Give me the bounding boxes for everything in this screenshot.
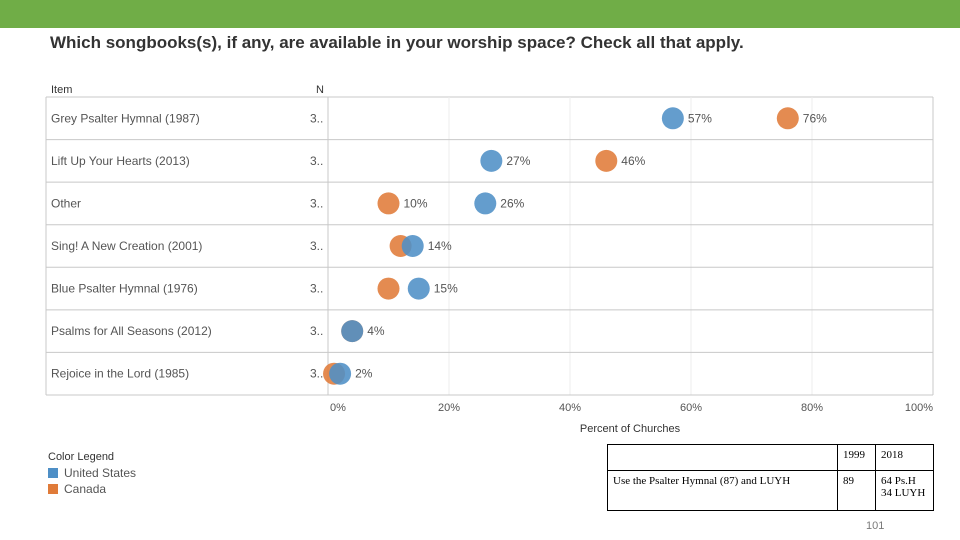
dot-united-states bbox=[480, 149, 503, 172]
x-tick-label: 60% bbox=[680, 402, 702, 414]
row-label: Other bbox=[51, 196, 81, 210]
notes-value-2018-line2: 34 LUYH bbox=[881, 487, 926, 499]
row-label: Blue Psalter Hymnal (1976) bbox=[51, 282, 198, 296]
data-label-canada: 46% bbox=[621, 154, 645, 168]
column-header-item: Item bbox=[51, 84, 72, 96]
row-n-value: 3.. bbox=[310, 367, 323, 381]
data-label-united-states: 4% bbox=[367, 324, 385, 338]
notes-value-2018: 64 Ps.H 34 LUYH bbox=[875, 470, 934, 511]
row-n-value: 3.. bbox=[310, 282, 323, 296]
x-tick-label: 0% bbox=[330, 402, 346, 414]
legend-swatch-united-states bbox=[48, 468, 58, 478]
notes-header-1999: 1999 bbox=[837, 444, 876, 471]
color-legend: Color Legend United States Canada bbox=[48, 451, 136, 497]
legend-item-united-states: United States bbox=[48, 465, 136, 481]
legend-item-canada: Canada bbox=[48, 481, 136, 497]
column-header-n: N bbox=[316, 84, 324, 96]
x-axis-title: Percent of Churches bbox=[580, 423, 681, 435]
row-label: Psalms for All Seasons (2012) bbox=[51, 324, 212, 338]
dot-canada bbox=[377, 192, 400, 215]
data-label-canada: 10% bbox=[404, 196, 428, 210]
row-label: Sing! A New Creation (2001) bbox=[51, 239, 202, 253]
dot-united-states bbox=[407, 277, 430, 300]
notes-value-1999: 89 bbox=[837, 470, 876, 511]
data-label-united-states: 27% bbox=[506, 154, 530, 168]
dot-united-states bbox=[401, 235, 424, 257]
dot-canada bbox=[595, 149, 618, 172]
row-n-value: 3.. bbox=[310, 111, 323, 125]
dot-canada bbox=[776, 107, 799, 130]
row-label: Grey Psalter Hymnal (1987) bbox=[51, 111, 200, 125]
dot-united-states bbox=[474, 192, 497, 215]
notes-row-label: Use the Psalter Hymnal (87) and LUYH bbox=[607, 470, 838, 511]
page-title: Which songbooks(s), if any, are availabl… bbox=[50, 33, 744, 52]
header-bar bbox=[0, 0, 960, 28]
dot-united-states bbox=[329, 362, 352, 385]
x-tick-label: 20% bbox=[438, 402, 460, 414]
row-label: Lift Up Your Hearts (2013) bbox=[51, 154, 190, 168]
row-n-value: 3.. bbox=[310, 196, 323, 210]
page-number: 101 bbox=[866, 520, 885, 532]
x-tick-label: 40% bbox=[559, 402, 581, 414]
x-tick-label: 80% bbox=[801, 402, 823, 414]
data-label-united-states: 2% bbox=[355, 367, 373, 381]
dot-canada bbox=[377, 277, 400, 300]
row-n-value: 3.. bbox=[310, 324, 323, 338]
data-label-united-states: 15% bbox=[434, 282, 458, 296]
data-label-united-states: 14% bbox=[428, 239, 452, 253]
notes-data-row: Use the Psalter Hymnal (87) and LUYH 89 … bbox=[607, 470, 934, 511]
notes-header-row: 1999 2018 bbox=[607, 444, 934, 471]
legend-swatch-canada bbox=[48, 484, 58, 494]
row-n-value: 3.. bbox=[310, 239, 323, 253]
notes-value-2018-line1: 64 Ps.H bbox=[881, 475, 916, 487]
legend-label-united-states: United States bbox=[64, 466, 137, 480]
dot-united-states bbox=[661, 107, 684, 130]
legend-label-canada: Canada bbox=[64, 482, 107, 496]
data-label-canada: 76% bbox=[803, 111, 827, 125]
notes-header-2018: 2018 bbox=[875, 444, 934, 471]
dot-united-states bbox=[341, 320, 364, 343]
row-n-value: 3.. bbox=[310, 154, 323, 168]
row-label: Rejoice in the Lord (1985) bbox=[51, 367, 189, 381]
data-label-united-states: 57% bbox=[688, 111, 712, 125]
x-tick-label: 100% bbox=[905, 402, 933, 414]
legend-title: Color Legend bbox=[48, 451, 115, 463]
notes-table: 1999 2018 Use the Psalter Hymnal (87) an… bbox=[607, 444, 934, 511]
data-label-united-states: 26% bbox=[500, 196, 524, 210]
notes-header-empty bbox=[607, 444, 838, 471]
